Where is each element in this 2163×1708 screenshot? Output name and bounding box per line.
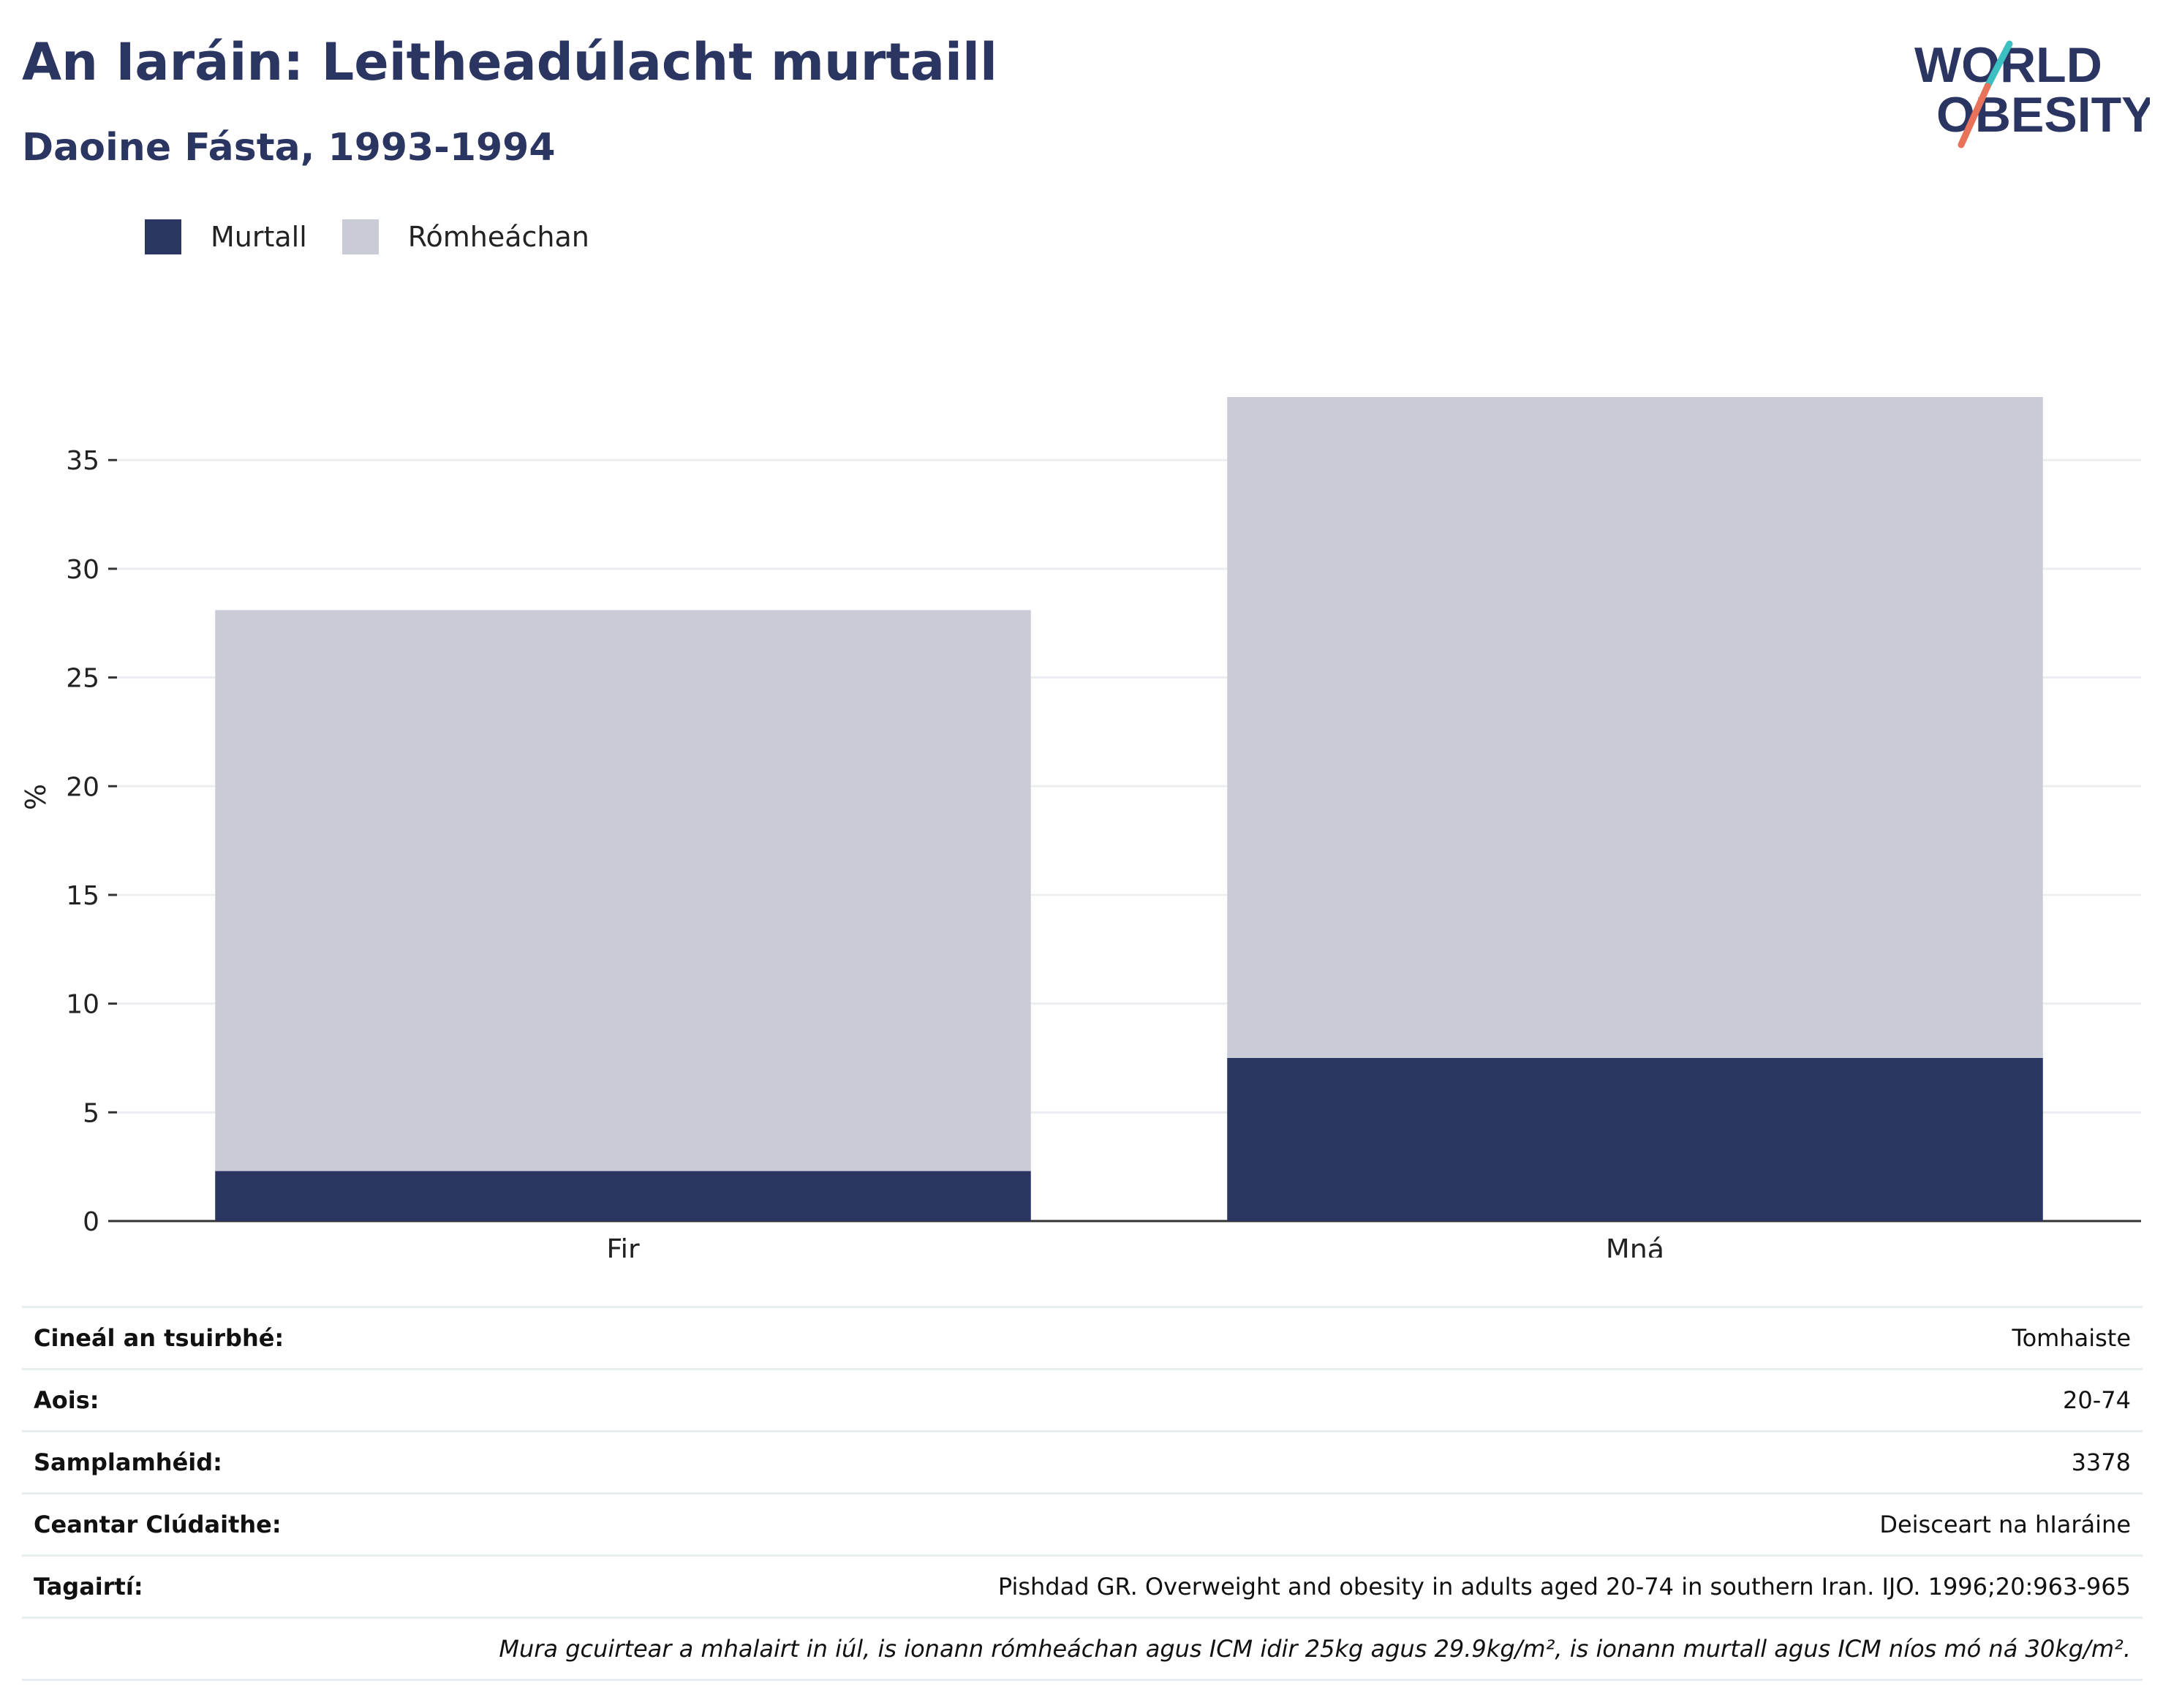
bar-mná-rómheáchan xyxy=(1227,396,2043,1058)
info-label: Aois: xyxy=(34,1386,99,1414)
info-value: Deisceart na hIaráine xyxy=(1879,1511,2131,1538)
bar-fir-rómheáchan xyxy=(215,610,1031,1171)
y-tick-label-15: 15 xyxy=(66,881,99,911)
info-value: Tomhaiste xyxy=(2012,1324,2131,1352)
y-tick-label-0: 0 xyxy=(83,1207,99,1237)
chart-title: An Iaráin: Leitheadúlacht murtaill xyxy=(22,32,997,92)
x-tick-label-1: Mná xyxy=(1606,1233,1664,1258)
legend-item-murtall: Murtall xyxy=(145,219,307,254)
info-label: Cineál an tsuirbhé: xyxy=(34,1324,284,1352)
bars xyxy=(215,396,2043,1221)
y-tick-label-25: 25 xyxy=(66,664,99,694)
y-tick-label-5: 5 xyxy=(83,1098,99,1128)
info-row-area: Ceantar Clúdaithe: Deisceart na hIaráine xyxy=(22,1492,2143,1554)
info-value: 3378 xyxy=(2071,1448,2131,1476)
x-axis-ticks: Fir Mná xyxy=(606,1233,1664,1258)
stacked-bar-chart: 0 5 10 15 20 25 30 35 Fir Mná % xyxy=(20,396,2141,1258)
logo-slash-coral xyxy=(1958,83,1991,148)
info-row-age: Aois: 20-74 xyxy=(22,1368,2143,1430)
legend-label-romheachan: Rómheáchan xyxy=(407,221,589,253)
bar-mná-murtall xyxy=(1227,1057,2043,1221)
info-row-sample-size: Samplamhéid: 3378 xyxy=(22,1430,2143,1492)
y-tick-label-20: 20 xyxy=(66,772,99,802)
info-row-references: Tagairtí: Pishdad GR. Overweight and obe… xyxy=(22,1554,2143,1617)
chart-subtitle: Daoine Fásta, 1993-1994 xyxy=(22,126,556,170)
y-tick-label-30: 30 xyxy=(66,555,99,585)
legend-label-murtall: Murtall xyxy=(211,221,307,253)
world-obesity-logo: WORLD OBESITY xyxy=(1914,37,2150,148)
chart-legend: Murtall Rómheáchan xyxy=(145,216,624,257)
info-label: Samplamhéid: xyxy=(34,1448,222,1476)
info-row-survey-type: Cineál an tsuirbhé: Tomhaiste xyxy=(22,1306,2143,1368)
y-tick-label-10: 10 xyxy=(66,990,99,1020)
info-row-note: Mura gcuirtear a mhalairt in iúl, is ion… xyxy=(22,1617,2143,1681)
info-label: Tagairtí: xyxy=(34,1573,143,1601)
y-axis-label: % xyxy=(20,784,52,810)
info-value: 20-74 xyxy=(2063,1386,2131,1414)
legend-item-romheachan: Rómheáchan xyxy=(341,219,589,254)
info-value: Pishdad GR. Overweight and obesity in ad… xyxy=(997,1573,2131,1601)
info-label: Ceantar Clúdaithe: xyxy=(34,1511,282,1538)
legend-swatch-murtall xyxy=(145,219,181,254)
y-tick-label-35: 35 xyxy=(66,446,99,476)
legend-swatch-romheachan xyxy=(341,219,379,254)
x-tick-label-0: Fir xyxy=(606,1233,640,1258)
info-table: Cineál an tsuirbhé: Tomhaiste Aois: 20-7… xyxy=(22,1306,2143,1681)
logo-slash-teal xyxy=(1984,40,2013,90)
bar-fir-murtall xyxy=(215,1171,1031,1221)
info-note: Mura gcuirtear a mhalairt in iúl, is ion… xyxy=(499,1635,2131,1663)
